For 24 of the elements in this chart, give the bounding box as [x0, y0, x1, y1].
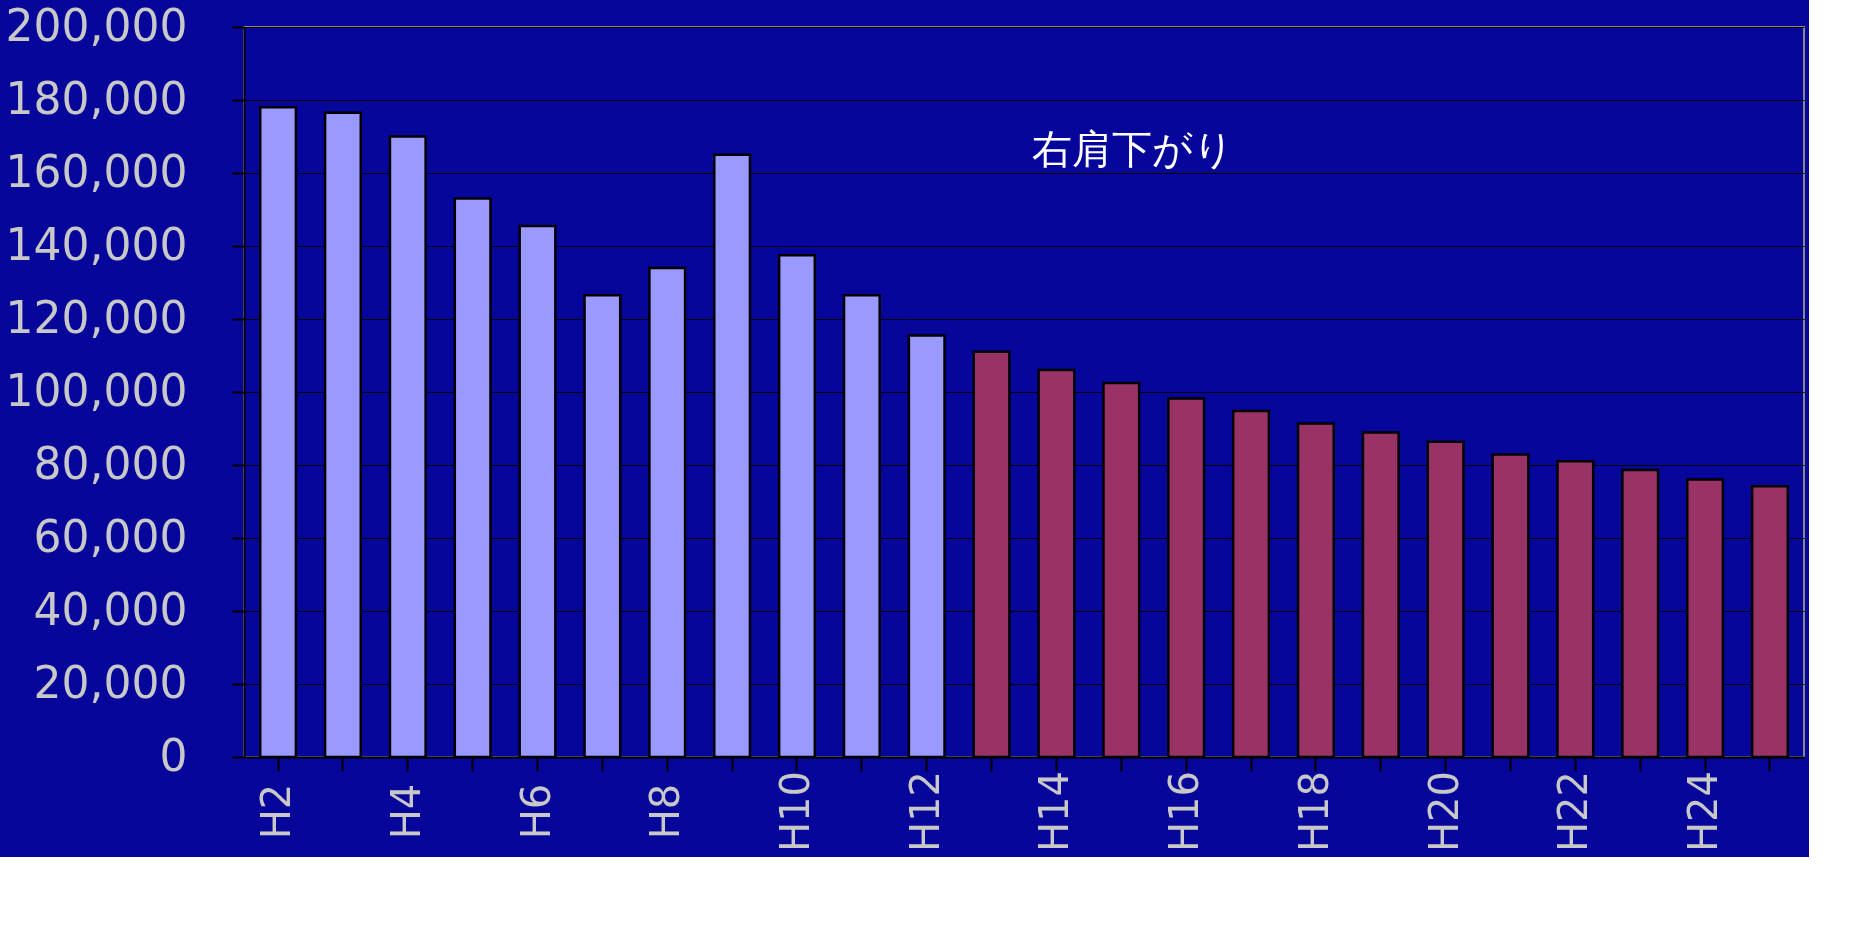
- y-tick-label: 180,000: [5, 72, 188, 124]
- y-tick-label: 80,000: [33, 437, 188, 489]
- x-tick-label: H14: [1031, 771, 1078, 852]
- y-tick-label: 20,000: [33, 656, 188, 708]
- y-tick-label: 100,000: [5, 364, 188, 416]
- x-tick-label: H12: [901, 771, 948, 852]
- x-tick-label: H20: [1420, 771, 1467, 852]
- x-tick-label: H10: [771, 771, 818, 852]
- x-tick-label: H22: [1550, 771, 1597, 852]
- y-tick-label: 120,000: [5, 291, 188, 343]
- y-tick-label: 40,000: [33, 583, 188, 635]
- y-tick-label: 200,000: [5, 0, 188, 51]
- y-tick-label: 140,000: [5, 218, 188, 270]
- x-tick-label: H8: [642, 783, 689, 840]
- y-tick-label: 0: [159, 729, 188, 781]
- annotation: 右肩下がり: [1032, 126, 1235, 173]
- y-tick-label: 160,000: [5, 145, 188, 197]
- x-tick-label: H6: [512, 783, 559, 840]
- x-tick-label: H24: [1680, 771, 1727, 852]
- x-tick-label: H16: [1161, 771, 1208, 852]
- x-tick-label: H2: [253, 783, 300, 840]
- x-tick-label: H18: [1290, 771, 1337, 852]
- y-tick-label: 60,000: [33, 510, 188, 562]
- x-tick-label: H4: [382, 783, 429, 840]
